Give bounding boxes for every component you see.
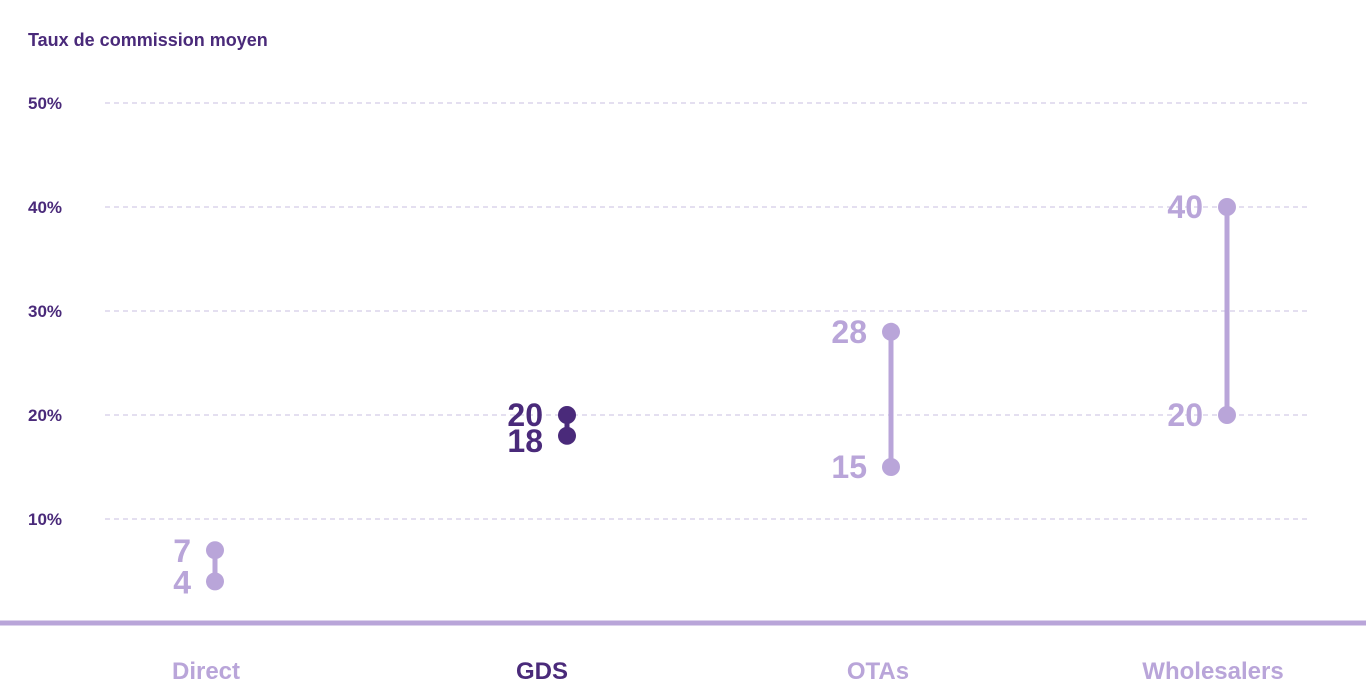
y-axis-title: Taux de commission moyen [28, 30, 268, 50]
range-low-label: 18 [507, 423, 543, 459]
range-low-label: 4 [173, 564, 191, 600]
range-low-point [882, 458, 900, 476]
range-low-point [206, 572, 224, 591]
y-tick-layer: 10% 20% 30% 40% 50% [28, 94, 62, 529]
category-label: GDS [516, 658, 568, 685]
range-high-label: 7 [173, 533, 191, 569]
category-label: Direct [172, 658, 240, 685]
y-tick-label: 40% [28, 198, 62, 217]
range-low-point [558, 426, 576, 445]
range-low-point [1218, 406, 1236, 424]
grid-layer [105, 102, 1310, 520]
y-tick-label: 30% [28, 302, 62, 321]
range-high-point [1218, 198, 1236, 216]
category-label: OTAs [847, 658, 909, 685]
range-low-label: 20 [1167, 397, 1203, 433]
range-high-point [206, 541, 224, 560]
range-high-label: 28 [831, 314, 867, 350]
y-tick-label: 20% [28, 406, 62, 425]
category-label: Wholesalers [1142, 658, 1283, 685]
y-tick-label: 10% [28, 510, 62, 529]
range-high-label: 40 [1167, 189, 1203, 225]
range-low-label: 15 [831, 449, 867, 485]
range-high-point [558, 406, 576, 424]
category-label-layer: Direct GDS OTAs Wholesalers [172, 658, 1284, 685]
y-tick-label: 50% [28, 94, 62, 113]
range-high-label: 20 [507, 397, 543, 433]
range-high-point [882, 322, 900, 341]
